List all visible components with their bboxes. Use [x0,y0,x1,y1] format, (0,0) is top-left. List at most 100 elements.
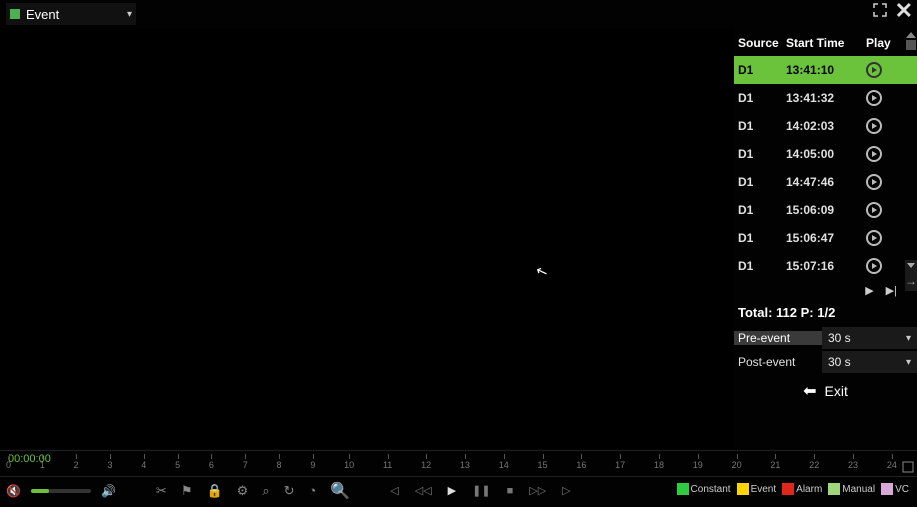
event-time: 14:05:00 [786,147,866,161]
timeline-ticks: 0123456789101112131415161718192021222324 [6,460,897,474]
timeline-tick: 24 [887,460,897,474]
event-row[interactable]: D113:41:32 [734,84,917,112]
event-time: 15:06:47 [786,231,866,245]
totals-label: Total: 112 P: 1/2 [734,299,917,326]
chevron-down-icon: ▾ [906,333,911,344]
timeline[interactable]: 00:00:00 0123456789101112131415161718192… [0,450,917,476]
timeline-tick: 15 [538,460,548,474]
volume-controls: 🔇 🔊 [6,484,116,498]
panel-right-icon[interactable]: → [905,274,917,288]
event-source: D1 [734,147,786,161]
event-play-button[interactable] [866,202,882,218]
stop-icon[interactable]: ■ [507,485,514,497]
event-time: 13:41:10 [786,63,866,77]
timeline-tick: 19 [693,460,703,474]
mute-icon[interactable]: 🔇 [6,484,21,498]
event-play-button[interactable] [866,258,882,274]
chevron-down-icon: ▾ [127,9,132,20]
forward-icon[interactable]: ▷▷ [529,484,546,497]
legend-swatch [782,483,794,495]
zoom-icon[interactable]: ⌕ [262,483,269,499]
page-last-icon[interactable]: ▶| [886,284,897,297]
panel-down-icon[interactable] [907,263,915,268]
clip-icon[interactable]: ✂ [156,483,167,499]
speaker-icon[interactable]: 🔊 [101,484,116,498]
bottom-bar: 🔇 🔊 ✂ ⚑ 🔒 ⚙ ⌕ ↻ ◔ 🔍 ◁ ◁◁ ▶ ❚❚ ■ ▷▷ ▷ Con… [0,476,917,504]
timeline-tick: 5 [175,460,180,474]
exit-button[interactable]: ⬅ Exit [734,374,917,408]
pre-event-row: Pre-event 30 s ▾ [734,326,917,350]
pause-icon[interactable]: ❚❚ [472,484,490,497]
video-viewport[interactable]: ↖ [0,28,734,448]
close-icon[interactable]: ✕ [895,2,913,20]
event-play-button[interactable] [866,230,882,246]
event-source: D1 [734,175,786,189]
legend: ConstantEventAlarmManualVC [677,483,913,495]
legend-swatch [828,483,840,495]
play-icon[interactable]: ▶ [448,484,456,497]
event-time: 14:47:46 [786,175,866,189]
mode-dropdown[interactable]: Event ▾ [6,3,136,25]
legend-swatch [737,483,749,495]
timeline-tick: 20 [732,460,742,474]
event-play-button[interactable] [866,90,882,106]
exit-arrow-icon: ⬅ [803,381,816,401]
legend-label: Event [751,484,777,495]
timeline-tick: 21 [770,460,780,474]
timeline-zoom-icon[interactable] [901,460,915,474]
legend-label: VC [895,484,909,495]
refresh-icon[interactable]: ↻ [284,483,295,499]
timeline-tick: 10 [344,460,354,474]
event-row[interactable]: D114:02:03 [734,112,917,140]
event-source: D1 [734,259,786,273]
event-source: D1 [734,63,786,77]
top-bar: Event ▾ ✕ [0,0,917,28]
event-row[interactable]: D115:06:47 [734,224,917,252]
tool-icons: ✂ ⚑ 🔒 ⚙ ⌕ ↻ ◔ 🔍 [156,481,350,501]
pre-event-select[interactable]: 30 s ▾ [822,327,917,349]
next-frame-icon[interactable]: ▷ [562,484,570,497]
rewind-icon[interactable]: ◁◁ [415,484,432,497]
event-row[interactable]: D114:05:00 [734,140,917,168]
event-play-button[interactable] [866,146,882,162]
event-source: D1 [734,91,786,105]
event-play-button[interactable] [866,174,882,190]
event-time: 15:06:09 [786,203,866,217]
event-row[interactable]: D115:07:16 [734,252,917,280]
prev-frame-icon[interactable]: ◁ [390,484,398,497]
event-source: D1 [734,231,786,245]
event-play-button[interactable] [866,118,882,134]
exit-label: Exit [825,383,848,399]
event-time: 14:02:03 [786,119,866,133]
page-next-icon[interactable]: ▶ [865,284,873,297]
legend-swatch [881,483,893,495]
panel-nav: → [905,260,917,291]
event-row[interactable]: D115:06:09 [734,196,917,224]
timeline-tick: 3 [107,460,112,474]
tag-icon[interactable]: ⚑ [181,483,193,499]
event-row[interactable]: D114:47:46 [734,168,917,196]
timeline-tick: 7 [243,460,248,474]
legend-label: Constant [691,484,731,495]
gear-icon[interactable]: ⚙ [237,483,249,499]
event-row[interactable]: D113:41:10 [734,56,917,84]
scroll-thumb[interactable] [906,40,916,50]
volume-slider[interactable] [31,489,91,493]
timeline-tick: 2 [74,460,79,474]
scroll-up-icon[interactable] [906,32,916,38]
timeline-tick: 13 [460,460,470,474]
timeline-tick: 22 [809,460,819,474]
search-icon[interactable]: 🔍 [330,481,350,501]
clock-icon[interactable]: ◔ [309,483,317,498]
fullscreen-icon[interactable] [873,3,887,20]
lock-icon[interactable]: 🔒 [206,483,222,499]
event-play-button[interactable] [866,62,882,78]
col-start-time: Start Time [786,36,866,50]
timeline-tick: 12 [421,460,431,474]
panel-scrollbar[interactable] [905,32,917,50]
post-event-label: Post-event [734,355,822,369]
post-event-select[interactable]: 30 s ▾ [822,351,917,373]
timeline-tick: 18 [654,460,664,474]
timeline-tick: 0 [6,460,11,474]
col-source: Source [734,36,786,50]
